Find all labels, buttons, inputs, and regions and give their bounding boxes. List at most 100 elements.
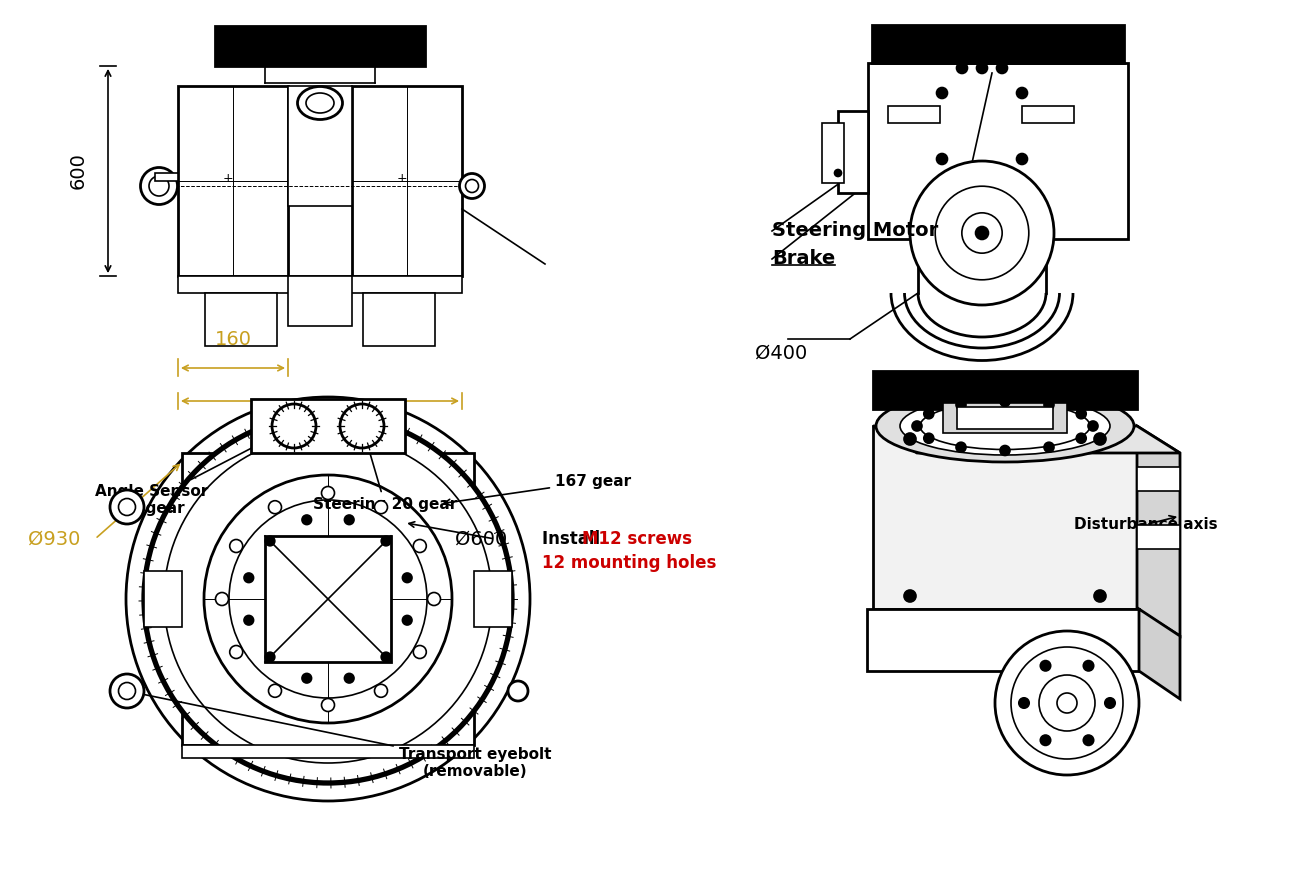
Circle shape bbox=[344, 673, 353, 683]
Circle shape bbox=[302, 673, 312, 683]
Circle shape bbox=[428, 593, 441, 605]
Circle shape bbox=[962, 213, 1003, 253]
Circle shape bbox=[1094, 590, 1106, 602]
Circle shape bbox=[1018, 698, 1029, 708]
Circle shape bbox=[272, 404, 315, 448]
Circle shape bbox=[912, 421, 922, 431]
Circle shape bbox=[936, 153, 948, 165]
Circle shape bbox=[229, 646, 242, 658]
Circle shape bbox=[1011, 647, 1123, 759]
Circle shape bbox=[1084, 661, 1094, 671]
Bar bbox=[942, 403, 1067, 433]
Bar bbox=[154, 173, 178, 181]
Circle shape bbox=[322, 699, 335, 712]
Bar bbox=[1138, 525, 1179, 549]
Circle shape bbox=[414, 646, 427, 658]
Circle shape bbox=[243, 616, 254, 625]
Circle shape bbox=[508, 681, 528, 701]
Circle shape bbox=[381, 652, 391, 662]
Bar bbox=[888, 106, 940, 123]
Ellipse shape bbox=[876, 390, 1134, 462]
Text: Disturbance axis: Disturbance axis bbox=[1075, 515, 1217, 532]
Bar bbox=[957, 407, 1052, 429]
Ellipse shape bbox=[306, 93, 334, 113]
Bar bbox=[144, 571, 182, 627]
Circle shape bbox=[936, 87, 948, 99]
Text: Install: Install bbox=[542, 530, 606, 548]
Circle shape bbox=[1076, 433, 1086, 443]
Circle shape bbox=[140, 167, 178, 204]
Bar bbox=[206, 293, 278, 346]
Circle shape bbox=[381, 537, 391, 546]
Circle shape bbox=[1056, 693, 1077, 713]
Circle shape bbox=[229, 500, 427, 698]
Circle shape bbox=[924, 409, 933, 418]
Circle shape bbox=[1094, 433, 1106, 445]
Bar bbox=[251, 399, 404, 453]
Circle shape bbox=[374, 500, 387, 514]
Circle shape bbox=[910, 161, 1054, 305]
Bar bbox=[868, 63, 1128, 239]
Text: Ø930: Ø930 bbox=[27, 529, 80, 549]
Circle shape bbox=[144, 415, 512, 783]
Circle shape bbox=[1039, 675, 1096, 731]
Bar bbox=[178, 276, 462, 293]
Text: 600: 600 bbox=[68, 152, 88, 189]
Circle shape bbox=[119, 499, 136, 515]
Circle shape bbox=[119, 683, 136, 700]
Circle shape bbox=[995, 631, 1139, 775]
Bar bbox=[1138, 467, 1179, 491]
Circle shape bbox=[266, 537, 275, 546]
Circle shape bbox=[835, 169, 842, 176]
Circle shape bbox=[126, 397, 530, 801]
Polygon shape bbox=[1139, 609, 1179, 699]
Circle shape bbox=[302, 515, 312, 524]
Circle shape bbox=[374, 685, 387, 697]
Circle shape bbox=[1017, 87, 1028, 99]
Bar bbox=[873, 371, 1138, 409]
Text: Steering 20 gear: Steering 20 gear bbox=[313, 431, 457, 512]
Circle shape bbox=[975, 226, 988, 240]
Bar bbox=[288, 276, 352, 326]
Circle shape bbox=[956, 442, 966, 452]
Text: Ø400: Ø400 bbox=[755, 344, 808, 362]
Bar bbox=[872, 25, 1124, 63]
Text: Transport eyebolt
(removable): Transport eyebolt (removable) bbox=[131, 690, 551, 779]
Ellipse shape bbox=[297, 86, 343, 120]
Circle shape bbox=[268, 500, 281, 514]
Text: +: + bbox=[223, 172, 233, 184]
Circle shape bbox=[1105, 698, 1115, 708]
Circle shape bbox=[935, 186, 1029, 280]
Circle shape bbox=[344, 515, 353, 524]
Bar bbox=[178, 86, 288, 276]
Circle shape bbox=[957, 63, 967, 73]
Circle shape bbox=[149, 176, 169, 196]
Ellipse shape bbox=[920, 403, 1090, 449]
Bar bbox=[182, 453, 474, 745]
Circle shape bbox=[268, 685, 281, 697]
Bar bbox=[288, 86, 352, 206]
Circle shape bbox=[340, 404, 384, 448]
Bar bbox=[352, 86, 462, 276]
Bar bbox=[838, 111, 868, 193]
Polygon shape bbox=[873, 426, 1179, 453]
Text: 160: 160 bbox=[215, 330, 251, 349]
Circle shape bbox=[996, 63, 1008, 73]
Circle shape bbox=[1000, 446, 1011, 455]
Text: +: + bbox=[397, 172, 407, 184]
Circle shape bbox=[905, 590, 916, 602]
Circle shape bbox=[1076, 409, 1086, 418]
Circle shape bbox=[1017, 153, 1028, 165]
Text: Drive Motor: Drive Motor bbox=[962, 384, 1093, 437]
Bar bbox=[822, 123, 844, 183]
Circle shape bbox=[956, 400, 966, 410]
Circle shape bbox=[1041, 661, 1051, 671]
Circle shape bbox=[1084, 735, 1094, 745]
Bar bbox=[474, 571, 512, 627]
Polygon shape bbox=[1138, 426, 1179, 636]
Polygon shape bbox=[873, 426, 1138, 609]
Circle shape bbox=[1000, 396, 1011, 406]
Circle shape bbox=[905, 433, 916, 445]
Text: Ø600: Ø600 bbox=[456, 529, 508, 549]
Circle shape bbox=[924, 433, 933, 443]
